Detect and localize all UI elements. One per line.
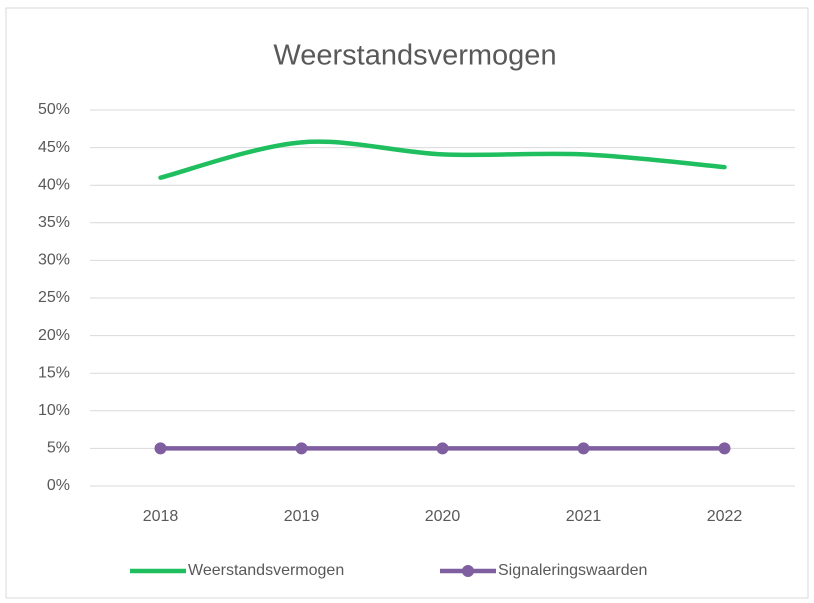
y-tick-label: 25%: [38, 289, 70, 306]
series-marker: [154, 442, 167, 455]
x-tick-label: 2018: [143, 508, 179, 525]
legend-label: Signaleringswaarden: [498, 562, 647, 579]
y-tick-label: 10%: [38, 402, 70, 419]
legend-label: Weerstandsvermogen: [188, 562, 344, 579]
y-tick-label: 35%: [38, 214, 70, 231]
chart-title: Weerstandsvermogen: [273, 40, 556, 72]
y-tick-label: 30%: [38, 252, 70, 269]
series-marker: [577, 442, 590, 455]
y-tick-label: 40%: [38, 176, 70, 193]
series-line: [158, 139, 727, 180]
y-tick-label: 15%: [38, 364, 70, 381]
legend-marker: [462, 565, 474, 577]
x-tick-label: 2022: [707, 508, 743, 525]
y-tick-label: 0%: [47, 477, 70, 494]
y-tick-label: 45%: [38, 139, 70, 156]
series-marker: [436, 442, 449, 455]
x-tick-label: 2021: [566, 508, 602, 525]
y-tick-label: 50%: [38, 101, 70, 118]
series-marker: [295, 442, 308, 455]
series-marker: [718, 442, 731, 455]
x-tick-label: 2019: [284, 508, 320, 525]
y-tick-label: 5%: [47, 440, 70, 457]
chart-border: [5, 7, 809, 599]
x-tick-label: 2020: [425, 508, 461, 525]
y-tick-label: 20%: [38, 327, 70, 344]
